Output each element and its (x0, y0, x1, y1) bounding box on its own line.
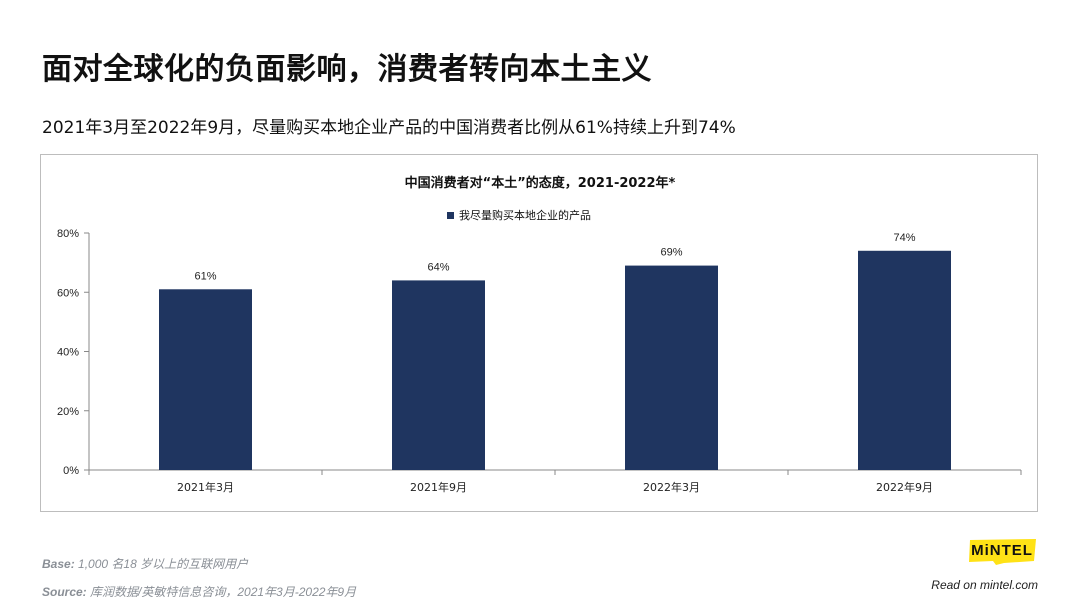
x-tick-label: 2021年9月 (410, 480, 467, 494)
footnotes: Base: 1,000 名18 岁以上的互联网用户 Source: 库润数据/英… (42, 550, 356, 606)
data-label: 69% (660, 247, 682, 259)
legend-swatch (447, 212, 454, 219)
legend-label: 我尽量购买本地企业的产品 (459, 208, 591, 222)
page-subtitle: 2021年3月至2022年9月，尽量购买本地企业产品的中国消费者比例从61%持续… (42, 118, 736, 138)
mintel-logo: MiNTEL (966, 537, 1038, 565)
y-tick-label: 40% (57, 347, 79, 359)
y-tick-label: 20% (57, 406, 79, 418)
source-label: Source: (42, 585, 87, 599)
bar (392, 280, 485, 470)
source-note: Source: 库润数据/英敏特信息咨询，2021年3月-2022年9月 (42, 578, 356, 606)
x-tick-label: 2021年3月 (177, 480, 234, 494)
bar (858, 250, 951, 470)
y-tick-label: 0% (63, 465, 79, 477)
y-tick-label: 60% (57, 287, 79, 299)
y-tick-label: 80% (57, 228, 79, 240)
x-tick-label: 2022年9月 (876, 480, 933, 494)
chart-title: 中国消费者对“本土”的态度，2021-2022年* (405, 175, 676, 191)
base-label: Base: (42, 557, 75, 571)
base-note: Base: 1,000 名18 岁以上的互联网用户 (42, 550, 356, 578)
page-title: 面对全球化的负面影响，消费者转向本土主义 (42, 52, 652, 87)
logo-text: MiNTEL (971, 542, 1033, 559)
data-label: 74% (893, 232, 915, 244)
bar (159, 289, 252, 470)
bar (625, 265, 718, 470)
data-label: 61% (194, 270, 216, 282)
base-text: 1,000 名18 岁以上的互联网用户 (78, 557, 249, 571)
source-text: 库润数据/英敏特信息咨询，2021年3月-2022年9月 (90, 585, 357, 599)
read-on-link[interactable]: Read on mintel.com (931, 578, 1038, 592)
bar-chart: 中国消费者对“本土”的态度，2021-2022年* 我尽量购买本地企业的产品 0% 2… (57, 175, 1022, 494)
x-tick-label: 2022年3月 (643, 480, 700, 494)
data-label: 64% (427, 261, 449, 273)
chart-panel: 中国消费者对“本土”的态度，2021-2022年* 我尽量购买本地企业的产品 0% 2… (40, 154, 1038, 512)
